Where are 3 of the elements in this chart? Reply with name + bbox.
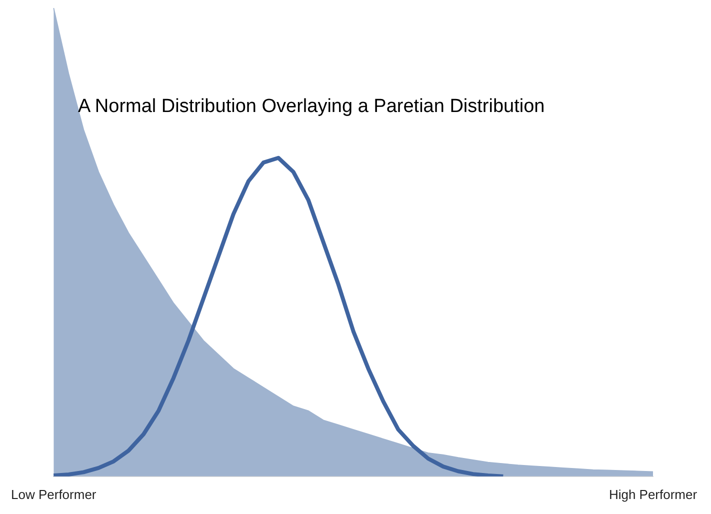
x-tick-label: High Performer (608, 486, 698, 502)
x-tick-label: Low Performer (11, 486, 97, 502)
text: A Normal Distribution Overlaying a Paretian Distribution (78, 96, 545, 118)
